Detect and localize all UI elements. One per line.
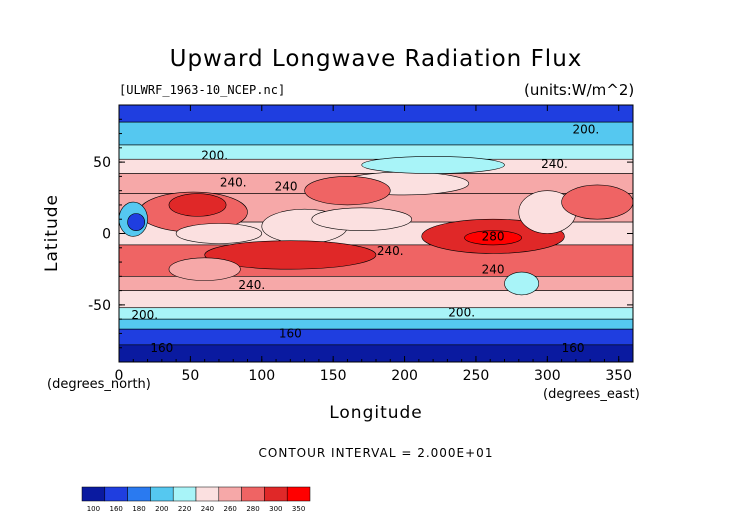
contour-interval-text: CONTOUR INTERVAL = 2.000E+01 (258, 446, 494, 460)
contour-label: 200. (131, 308, 158, 322)
colorbar-swatch (104, 486, 128, 502)
colorbar-label: 240 (201, 505, 214, 513)
lat-band (119, 105, 633, 123)
colorbar-swatch (286, 486, 311, 502)
contour-region (175, 223, 263, 244)
contour-label: 160 (279, 327, 302, 341)
contour-region (361, 156, 505, 174)
x-tick-label: 250 (463, 368, 490, 384)
colorbar-swatch (150, 486, 174, 502)
colorbar-swatch (172, 486, 197, 502)
colorbar-label: 220 (178, 505, 191, 513)
field-layer: 200. 200. 240. 240. 240 240. 280 240 240. 200. 200… (119, 105, 633, 362)
contour-region (168, 257, 241, 281)
contour-label: 200. (201, 148, 228, 162)
y-axis-label: Latitude (42, 194, 62, 272)
x-axis-label: Longitude (329, 403, 423, 423)
colorbar-label: 280 (246, 505, 259, 513)
contour-region (168, 193, 227, 217)
colorbar-swatch (218, 486, 242, 502)
contour-label: 240. (238, 278, 265, 292)
contour-region (464, 230, 522, 246)
contour-region (204, 240, 377, 270)
contour-label: 240 (275, 180, 298, 194)
colorbar-label: 200 (155, 505, 168, 513)
lat-band (119, 121, 633, 146)
x-tick-label: 200 (391, 368, 418, 384)
contour-region (127, 213, 145, 231)
contour-label: 240 (482, 262, 505, 276)
lat-band (119, 290, 633, 309)
contour-region (504, 271, 540, 296)
lat-band (119, 328, 633, 346)
contour-region (561, 184, 633, 220)
x-unit-label: (degrees_east) (543, 387, 640, 402)
y-tick-label: 0 (102, 227, 111, 243)
x-tick-label: 150 (320, 368, 347, 384)
y-tick-label: -50 (88, 298, 111, 314)
contour-label: 240. (541, 157, 568, 171)
colorbar-label: 300 (269, 505, 282, 513)
lat-band (119, 344, 633, 362)
x-tick-label: 0 (115, 368, 124, 384)
colorbar-label: 350 (292, 505, 305, 513)
colorbar-label: 100 (87, 505, 100, 513)
lat-band (119, 307, 633, 320)
contour-label: 160 (150, 341, 173, 355)
contour-label: 240. (377, 244, 404, 258)
colorbar-swatch (195, 486, 220, 502)
colorbar-swatch (241, 486, 265, 502)
x-tick-label: 100 (248, 368, 275, 384)
colorbar-swatch (81, 486, 106, 502)
x-tick-label: 350 (605, 368, 632, 384)
contour-label: 200. (573, 123, 600, 137)
contour-label: 240. (220, 175, 247, 189)
x-tick-label: 300 (534, 368, 561, 384)
units-label: (units:W/m^2) (524, 81, 635, 99)
contour-region (304, 176, 391, 206)
y-tick-label: 50 (93, 155, 111, 171)
y-unit-label: (degrees_north) (47, 377, 151, 392)
colorbar-label: 260 (224, 505, 237, 513)
colorbar-swatch (127, 486, 151, 502)
lat-band (119, 318, 633, 330)
contour-region (311, 207, 412, 231)
contour-label: 200. (448, 305, 475, 319)
colorbar-label: 180 (132, 505, 145, 513)
dataset-filename: [ULWRF_1963-10_NCEP.nc] (119, 83, 286, 97)
contour-label: 160 (562, 341, 585, 355)
chart-title: Upward Longwave Radiation Flux (169, 46, 583, 72)
colorbar-swatch (264, 486, 288, 502)
x-tick-label: 50 (181, 368, 199, 384)
colorbar-label: 160 (110, 505, 123, 513)
contour-label: 280 (482, 230, 505, 244)
